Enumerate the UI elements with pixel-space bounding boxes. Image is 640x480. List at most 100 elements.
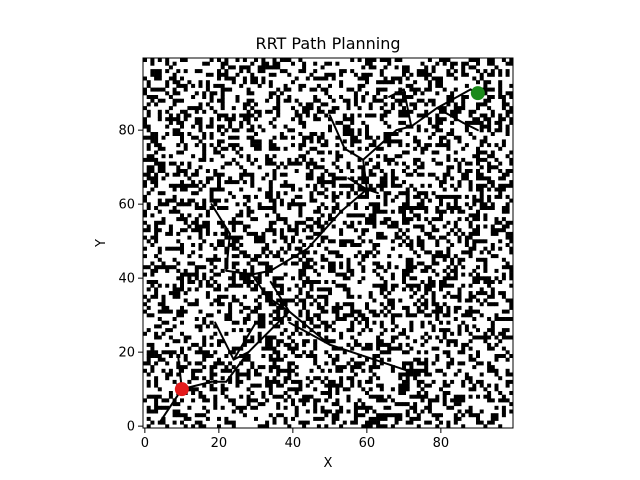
- tree-edge: [347, 177, 368, 191]
- obstacle-cell: [168, 354, 173, 358]
- obstacle-cell: [172, 87, 177, 92]
- obstacle-cell: [161, 98, 166, 103]
- obstacle-cell: [387, 346, 392, 351]
- obstacle-cell: [228, 283, 233, 288]
- obstacle-cell: [339, 95, 344, 99]
- obstacle-cell: [365, 180, 369, 185]
- obstacle-cell: [453, 317, 458, 321]
- obstacle-cell: [435, 357, 440, 362]
- obstacle-cell: [198, 361, 203, 366]
- obstacle-cell: [291, 183, 295, 188]
- obstacle-cell: [457, 294, 462, 299]
- obstacle-cell: [176, 98, 181, 103]
- obstacle-cell: [202, 413, 207, 418]
- obstacle-cell: [316, 135, 321, 140]
- obstacle-cell: [409, 206, 414, 210]
- obstacle-cell: [483, 213, 488, 218]
- obstacle-cell: [217, 180, 221, 185]
- obstacle-cell: [376, 209, 381, 214]
- obstacle-cell: [246, 261, 251, 266]
- obstacle-cell: [420, 224, 425, 229]
- obstacle-cell: [505, 243, 510, 247]
- obstacle-cell: [298, 239, 303, 244]
- obstacle-cell: [291, 416, 295, 421]
- obstacle-cell: [387, 309, 392, 314]
- obstacle-cell: [213, 365, 218, 370]
- obstacle-cell: [305, 161, 310, 166]
- obstacle-cell: [143, 117, 147, 122]
- obstacle-cell: [442, 187, 447, 192]
- obstacle-cell: [494, 194, 499, 199]
- obstacle-cell: [180, 250, 184, 255]
- obstacle-cell: [191, 398, 196, 403]
- obstacle-cell: [154, 294, 159, 299]
- obstacle-cell: [361, 231, 366, 236]
- obstacle-cell: [257, 254, 262, 259]
- tree-edge: [362, 129, 398, 161]
- obstacle-cell: [183, 58, 188, 62]
- obstacle-cell: [309, 161, 314, 166]
- obstacle-cell: [394, 235, 399, 240]
- obstacle-cell: [202, 350, 207, 355]
- obstacle-cell: [468, 394, 473, 399]
- obstacle-cell: [413, 265, 418, 270]
- obstacle-cell: [494, 228, 499, 233]
- obstacle-cell: [154, 409, 159, 414]
- obstacle-cell: [246, 357, 251, 362]
- obstacle-cell: [487, 72, 492, 77]
- obstacle-cell: [424, 291, 429, 296]
- obstacle-cell: [154, 228, 159, 233]
- obstacle-cell: [342, 117, 347, 122]
- obstacle-cell: [305, 276, 310, 281]
- obstacle-cell: [205, 354, 210, 358]
- obstacle-cell: [472, 213, 477, 218]
- obstacle-cell: [283, 220, 288, 225]
- obstacle-cell: [461, 231, 466, 236]
- obstacle-cell: [361, 265, 366, 270]
- obstacle-cell: [379, 220, 384, 225]
- obstacle-cell: [376, 250, 381, 255]
- obstacle-cell: [394, 402, 399, 407]
- obstacle-cell: [472, 109, 477, 114]
- obstacle-cell: [372, 420, 377, 425]
- obstacle-cell: [283, 217, 288, 222]
- obstacle-cell: [453, 276, 458, 281]
- obstacle-cell: [165, 265, 170, 270]
- y-tick-label: 80: [118, 124, 135, 139]
- obstacle-cell: [309, 228, 314, 233]
- obstacle-cell: [246, 157, 251, 162]
- obstacle-cell: [457, 402, 462, 407]
- obstacle-cell: [172, 257, 177, 262]
- obstacle-cell: [361, 254, 366, 259]
- obstacle-cell: [217, 124, 221, 129]
- obstacle-cell: [172, 80, 177, 85]
- obstacle-cell: [305, 420, 310, 425]
- obstacle-cell: [257, 324, 262, 329]
- obstacle-cell: [242, 294, 247, 299]
- obstacle-cell: [435, 143, 440, 148]
- obstacle-cell: [294, 405, 299, 410]
- obstacle-cell: [472, 387, 477, 392]
- obstacle-cell: [324, 87, 329, 92]
- obstacle-cell: [350, 324, 355, 329]
- obstacle-cell: [439, 106, 443, 111]
- obstacle-cell: [468, 379, 473, 384]
- tree-edge: [232, 351, 250, 361]
- obstacle-cell: [509, 239, 514, 244]
- obstacle-cell: [498, 146, 503, 151]
- obstacle-cell: [431, 191, 436, 196]
- obstacle-cell: [368, 387, 373, 392]
- obstacle-cell: [468, 109, 473, 114]
- obstacle-cell: [405, 143, 410, 148]
- obstacle-cell: [246, 98, 251, 103]
- obstacle-cell: [431, 172, 436, 177]
- obstacle-cell: [505, 128, 510, 133]
- obstacle-cell: [257, 372, 262, 377]
- obstacle-cell: [165, 361, 170, 366]
- obstacle-cell: [442, 280, 447, 284]
- obstacle-cell: [154, 379, 159, 384]
- obstacle-cell: [146, 383, 151, 388]
- obstacle-cell: [257, 424, 262, 429]
- obstacle-cell: [439, 80, 443, 85]
- obstacle-cell: [342, 317, 347, 321]
